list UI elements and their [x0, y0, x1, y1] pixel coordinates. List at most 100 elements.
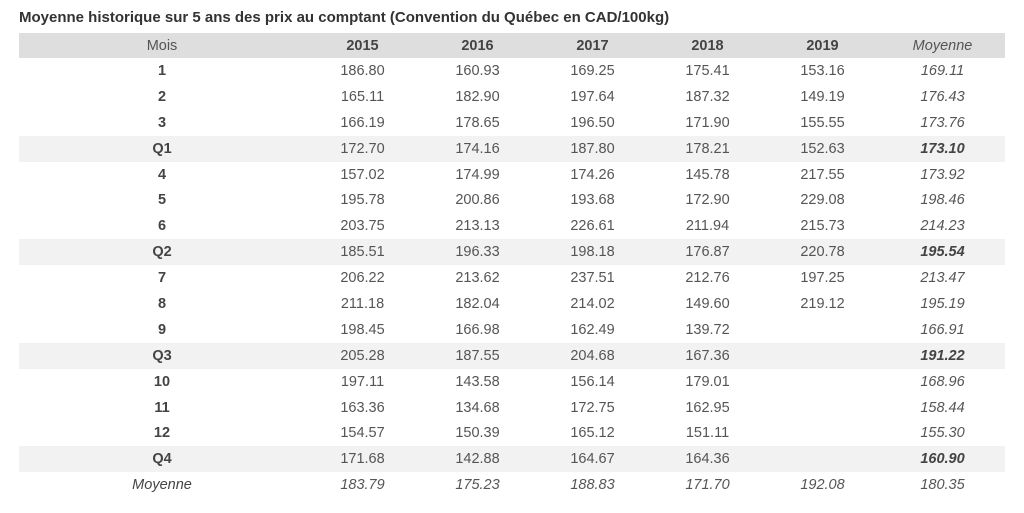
header-mois: Mois: [146, 37, 178, 54]
cell-moyenne: 176.43: [920, 88, 965, 105]
cell-value: 185.51: [340, 244, 385, 261]
cell-value: 219.12: [800, 295, 845, 312]
cell-value: 171.70: [685, 477, 730, 494]
row-label: 12: [153, 425, 171, 442]
cell-value: 172.70: [340, 140, 385, 157]
cell-value: 198.18: [570, 244, 615, 261]
quarter-row: Q3 205.28 187.55 204.68 167.36 191.22: [19, 342, 1005, 369]
cell-value: 217.55: [800, 166, 845, 183]
row-label: 8: [157, 295, 167, 312]
header-2019: 2019: [806, 37, 839, 54]
cell-value: 172.90: [685, 192, 730, 209]
cell-moyenne: 173.10: [920, 140, 965, 157]
header-2018: 2018: [691, 37, 724, 54]
cell-value: 165.11: [340, 88, 385, 105]
cell-value: 156.14: [570, 373, 615, 390]
cell-value: 149.19: [800, 88, 845, 105]
cell-value: 155.55: [800, 114, 845, 131]
cell-value: 142.88: [455, 451, 500, 468]
cell-value: 178.65: [455, 114, 500, 131]
cell-value: 214.02: [570, 295, 615, 312]
cell-value: 164.36: [685, 451, 730, 468]
table-row: 6 203.75 213.13 226.61 211.94 215.73 214.23: [19, 213, 1005, 239]
table-row: 7 206.22 213.62 237.51 212.76 197.25 213.47: [19, 265, 1005, 291]
cell-value: 166.98: [455, 321, 500, 338]
cell-value: 166.19: [340, 114, 385, 131]
cell-moyenne: 158.44: [920, 399, 965, 416]
cell-value: 149.60: [685, 295, 730, 312]
table-row: 3 166.19 178.65 196.50 171.90 155.55 173.76: [19, 110, 1005, 136]
row-label: 7: [157, 270, 167, 287]
table-row: 1 186.80 160.93 169.25 175.41 153.16 169.11: [19, 58, 1005, 84]
row-label: 10: [153, 373, 171, 390]
header-2015: 2015: [346, 37, 379, 54]
row-label: Moyenne: [132, 477, 192, 494]
cell-value: 193.68: [570, 192, 615, 209]
cell-value: 153.16: [800, 62, 845, 79]
cell-value: 139.72: [685, 321, 730, 338]
row-label: 4: [157, 166, 167, 183]
cell-value: 205.28: [340, 347, 385, 364]
cell-value: 197.25: [800, 270, 845, 287]
cell-value: 150.39: [455, 425, 500, 442]
cell-value: 182.04: [455, 295, 500, 312]
cell-moyenne: 166.91: [920, 321, 965, 338]
table-row: 2 165.11 182.90 197.64 187.32 149.19 176.43: [19, 84, 1005, 110]
quarter-row: Q2 185.51 196.33 198.18 176.87 220.78 195.54: [19, 239, 1005, 266]
cell-value: 226.61: [570, 218, 615, 235]
cell-value: 187.55: [455, 347, 500, 364]
row-label: 1: [157, 62, 167, 79]
table-title: Moyenne historique sur 5 ans des prix au…: [19, 9, 670, 26]
row-label: Q4: [152, 451, 172, 468]
table-row: 10 197.11 143.58 156.14 179.01 168.96: [19, 369, 1005, 395]
cell-moyenne: 160.90: [920, 451, 965, 468]
header-moyenne: Moyenne: [912, 37, 973, 54]
cell-value: 211.18: [340, 295, 385, 312]
cell-value: 213.13: [455, 218, 500, 235]
cell-value: 171.68: [340, 451, 385, 468]
cell-value: 164.67: [570, 451, 615, 468]
cell-value: 151.11: [685, 425, 730, 442]
cell-value: 169.25: [570, 62, 615, 79]
row-label: Q1: [152, 140, 172, 157]
row-label: 9: [157, 321, 167, 338]
cell-value: 154.57: [340, 425, 385, 442]
cell-moyenne: 195.54: [920, 244, 965, 261]
cell-moyenne: 191.22: [920, 347, 965, 364]
cell-moyenne: 214.23: [920, 218, 965, 235]
cell-value: [765, 343, 880, 369]
cell-value: 178.21: [685, 140, 730, 157]
cell-moyenne: 168.96: [920, 373, 965, 390]
cell-value: 134.68: [455, 399, 500, 416]
cell-value: 171.90: [685, 114, 730, 131]
cell-value: 175.23: [455, 477, 500, 494]
header-2016: 2016: [461, 37, 494, 54]
cell-moyenne: 213.47: [920, 270, 965, 287]
cell-value: [765, 317, 880, 343]
cell-value: 206.22: [340, 270, 385, 287]
cell-value: 179.01: [685, 373, 730, 390]
row-label: 2: [157, 88, 167, 105]
cell-value: 176.87: [685, 244, 730, 261]
row-label: Q2: [152, 244, 172, 261]
cell-moyenne: 173.92: [920, 166, 965, 183]
cell-value: 183.79: [340, 477, 385, 494]
cell-value: [765, 369, 880, 395]
cell-value: 197.64: [570, 88, 615, 105]
header-row: Mois 2015 2016 2017 2018 2019 Moyenne: [19, 33, 1005, 58]
cell-moyenne: 198.46: [920, 192, 965, 209]
cell-moyenne: 155.30: [920, 425, 965, 442]
table-row: 8 211.18 182.04 214.02 149.60 219.12 195.19: [19, 291, 1005, 317]
cell-value: 172.75: [570, 399, 615, 416]
cell-value: 186.80: [340, 62, 385, 79]
cell-value: 143.58: [455, 373, 500, 390]
row-label: 6: [157, 218, 167, 235]
cell-value: 229.08: [800, 192, 845, 209]
cell-value: 213.62: [455, 270, 500, 287]
cell-value: 167.36: [685, 347, 730, 364]
cell-value: [765, 395, 880, 421]
cell-moyenne: 180.35: [920, 477, 965, 494]
cell-value: 203.75: [340, 218, 385, 235]
table-row: 9 198.45 166.98 162.49 139.72 166.91: [19, 317, 1005, 343]
table-row: 12 154.57 150.39 165.12 151.11 155.30: [19, 420, 1005, 446]
